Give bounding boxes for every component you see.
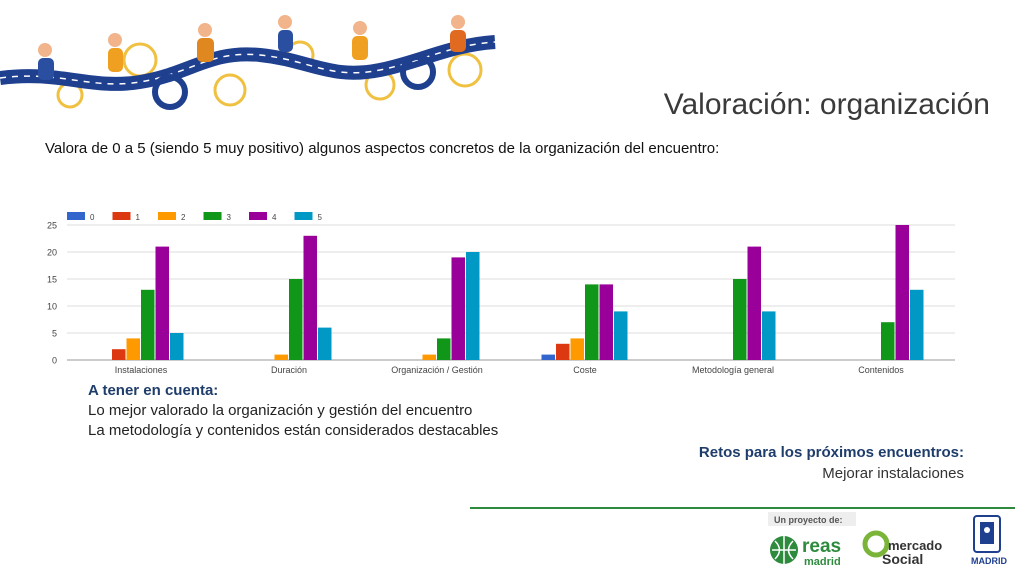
legend-label: 0	[90, 213, 95, 222]
footer-divider	[470, 507, 1015, 509]
bar	[895, 225, 909, 360]
bar	[422, 354, 436, 360]
bar	[614, 311, 628, 360]
y-tick-label: 15	[47, 275, 57, 285]
bar	[318, 327, 332, 360]
mercado-social-logo: mercado Social	[862, 530, 942, 567]
x-tick-label: Coste	[573, 365, 597, 375]
figures-decoration	[38, 15, 466, 80]
y-tick-label: 10	[47, 302, 57, 312]
y-tick-label: 25	[47, 221, 57, 231]
x-tick-label: Contenidos	[858, 365, 904, 375]
bar	[541, 354, 555, 360]
notes-line: Lo mejor valorado la organización y gest…	[88, 402, 473, 419]
bar	[881, 322, 895, 360]
bar	[303, 235, 317, 360]
notes-block: A tener en cuenta: Lo mejor valorado la …	[88, 381, 498, 441]
y-tick-label: 20	[47, 248, 57, 258]
bar	[141, 289, 155, 360]
y-tick-label: 0	[52, 356, 57, 366]
road-decoration	[0, 35, 496, 91]
retos-heading: Retos para los próximos encuentros:	[698, 444, 964, 461]
legend-swatch	[203, 212, 222, 220]
bar	[599, 284, 613, 360]
legend-swatch	[294, 212, 313, 220]
retos-item: Mejorar instalaciones	[822, 465, 964, 482]
bar	[466, 252, 480, 360]
legend-swatch	[67, 212, 85, 220]
bar	[170, 333, 184, 360]
header-illustration	[0, 15, 496, 110]
reas-logo-text: reas	[802, 536, 841, 557]
wheel-decoration	[152, 74, 188, 110]
bar	[289, 279, 303, 360]
x-tick-label: Organización / Gestión	[391, 365, 483, 375]
legend-label: 2	[181, 213, 186, 222]
reas-logo: reas madrid	[770, 536, 841, 568]
notes-heading: A tener en cuenta:	[88, 382, 219, 399]
madrid-logo-text: MADRID	[971, 556, 1007, 566]
mercado-logo-text: mercado	[888, 538, 942, 553]
bar	[126, 338, 140, 360]
bar	[451, 257, 465, 360]
x-tick-label: Instalaciones	[115, 365, 168, 375]
legend-label: 5	[318, 213, 323, 222]
y-tick-label: 5	[52, 329, 57, 339]
social-logo-text: Social	[882, 551, 923, 567]
bar	[747, 246, 761, 360]
bar	[155, 246, 169, 360]
bar	[762, 311, 776, 360]
footer-logos: Un proyecto de: reas madrid mercado Soci…	[768, 512, 1007, 568]
notes-line: La metodología y contenidos están consid…	[88, 422, 499, 439]
x-tick-label: Duración	[271, 365, 307, 375]
bar	[733, 279, 747, 360]
bar	[556, 343, 570, 360]
legend-swatch	[158, 212, 176, 220]
page-title: Valoración: organización	[663, 88, 990, 121]
bar	[910, 289, 924, 360]
retos-block: Retos para los próximos encuentros: Mejo…	[699, 442, 964, 484]
x-tick-label: Metodología general	[692, 365, 774, 375]
bar	[274, 354, 288, 360]
bar	[437, 338, 451, 360]
project-label: Un proyecto de:	[774, 515, 843, 525]
reas-logo-subtext: madrid	[804, 556, 841, 568]
legend-label: 1	[136, 213, 141, 222]
legend-label: 3	[227, 213, 232, 222]
madrid-logo: MADRID	[971, 515, 1007, 566]
legend-swatch	[112, 212, 131, 220]
bar	[112, 349, 126, 360]
bar	[585, 284, 599, 360]
legend-swatch	[249, 212, 267, 220]
page-subtitle: Valora de 0 a 5 (siendo 5 muy positivo) …	[45, 140, 720, 157]
bar	[570, 338, 584, 360]
legend-label: 4	[272, 213, 277, 222]
